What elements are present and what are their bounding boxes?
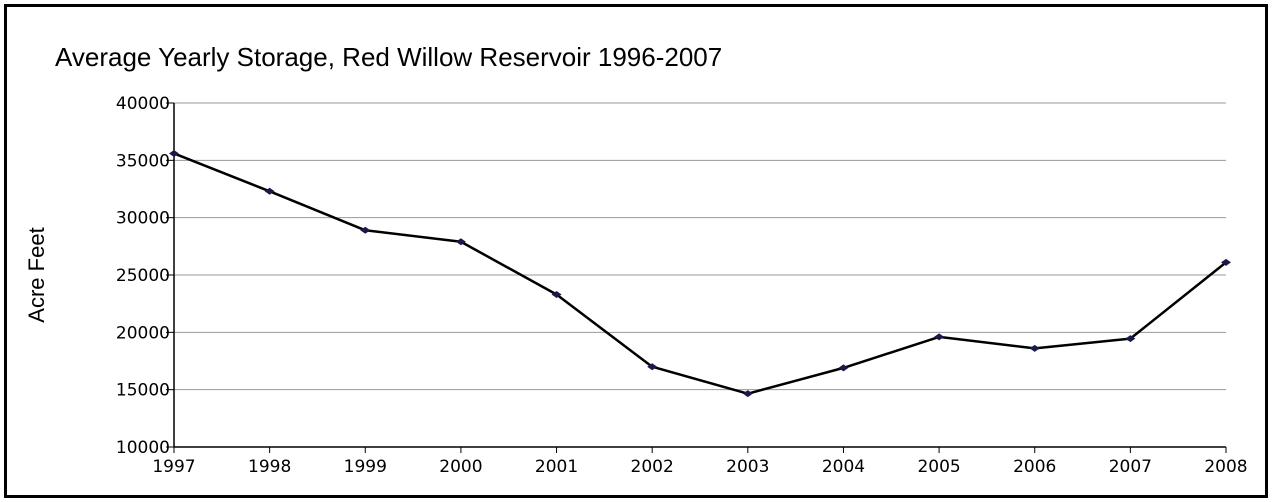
data-point — [838, 364, 849, 372]
x-tick-label: 2002 — [631, 457, 674, 477]
x-tick-label: 2003 — [726, 457, 769, 477]
data-point — [360, 226, 371, 234]
series-line — [169, 149, 1231, 398]
y-tick-label: 20000 — [116, 323, 170, 343]
y-tick-label: 40000 — [116, 94, 170, 114]
data-point — [742, 390, 753, 398]
axes — [173, 103, 1227, 453]
y-tick-labels: 10000 15000 20000 25000 30000 35000 40000 — [116, 94, 170, 458]
data-point — [1125, 335, 1136, 343]
x-tick-label: 1997 — [152, 457, 195, 477]
y-tick-label: 30000 — [116, 209, 170, 229]
x-tick-label: 1999 — [344, 457, 387, 477]
data-point — [551, 290, 562, 298]
chart-title: Average Yearly Storage, Red Willow Reser… — [55, 42, 723, 72]
series-polyline — [173, 152, 1227, 395]
chart-frame — [4, 4, 1268, 498]
x-tick-label: 2004 — [822, 457, 865, 477]
y-tick-label: 25000 — [116, 266, 170, 286]
x-tick-label: 1998 — [248, 457, 291, 477]
x-tick-label: 2008 — [1204, 457, 1247, 477]
x-tick-label: 2000 — [439, 457, 482, 477]
y-tick-label: 10000 — [116, 438, 170, 458]
x-tick-label: 2001 — [535, 457, 578, 477]
data-point — [1221, 258, 1231, 266]
data-point — [1029, 344, 1040, 352]
x-tick-label: 2006 — [1013, 457, 1056, 477]
data-point — [264, 187, 275, 195]
y-tick-label: 15000 — [116, 381, 170, 401]
data-point — [169, 149, 179, 157]
gridlines — [166, 102, 1226, 448]
y-tick-label: 35000 — [116, 151, 170, 171]
y-axis-label: Acre Feet — [24, 227, 49, 322]
x-tick-label: 2005 — [917, 457, 960, 477]
x-tick-labels: 1997 1998 1999 2000 2001 2002 2003 2004 2005 2006… — [152, 457, 1247, 477]
data-point — [647, 363, 658, 371]
x-tick-label: 2007 — [1109, 457, 1152, 477]
data-point — [455, 238, 466, 246]
data-point — [934, 333, 945, 341]
